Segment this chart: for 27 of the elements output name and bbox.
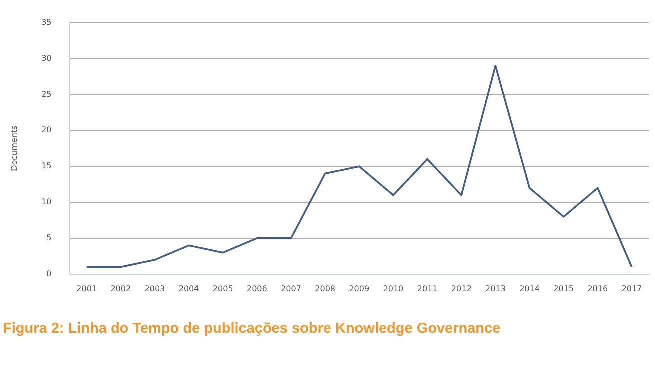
y-tick-label: 10 xyxy=(42,198,52,207)
y-tick-label: 5 xyxy=(46,234,52,243)
text: Figura 2: Linha do Tempo de publicações sobre Knowledge Governance xyxy=(3,321,501,337)
x-tick-label: 2009 xyxy=(349,284,370,294)
x-tick-label: 2012 xyxy=(451,284,472,294)
x-tick-label: 2014 xyxy=(520,284,540,294)
y-tick-label: 25 xyxy=(42,90,52,99)
x-tick-label: 2003 xyxy=(144,284,166,294)
x-tick-label: 2008 xyxy=(315,284,336,294)
y-tick-label: 30 xyxy=(42,54,52,63)
x-tick-label: 2005 xyxy=(212,284,234,294)
y-tick-label: 15 xyxy=(42,162,52,171)
y-tick-label: 35 xyxy=(42,18,52,27)
x-tick-label: 2007 xyxy=(281,284,302,294)
y-tick-label: 20 xyxy=(42,126,52,135)
x-tick-label: 2010 xyxy=(383,284,404,294)
x-tick-label: 2013 xyxy=(485,284,506,294)
x-tick-label: 2004 xyxy=(178,284,200,294)
x-tick-label: 2015 xyxy=(554,284,574,294)
y-axis-title: Documents xyxy=(10,126,19,172)
x-tick-label: 2011 xyxy=(417,284,438,294)
x-tick-label: 2001 xyxy=(76,284,97,294)
x-tick-label: 2017 xyxy=(622,284,642,294)
y-tick-label: 0 xyxy=(46,269,52,278)
x-tick-label: 2002 xyxy=(110,284,132,294)
x-tick-label: 2016 xyxy=(588,284,608,294)
x-tick-label: 2006 xyxy=(246,284,268,294)
